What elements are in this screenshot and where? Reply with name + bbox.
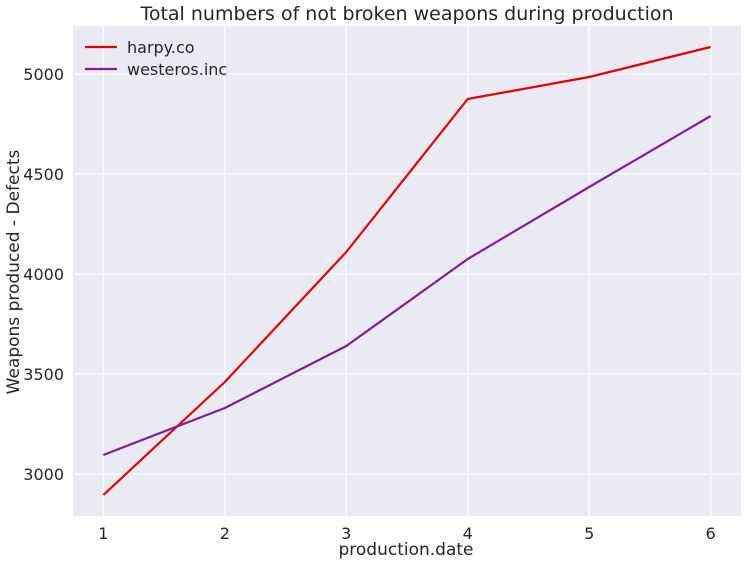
chart-title: Total numbers of not broken weapons duri… xyxy=(139,3,673,25)
legend-label: harpy.co xyxy=(127,38,195,57)
x-tick-label: 6 xyxy=(706,524,716,543)
legend-label: westeros.inc xyxy=(127,60,227,79)
x-axis-label: production.date xyxy=(338,540,473,560)
y-tick-label: 4000 xyxy=(23,265,64,284)
series-lines xyxy=(102,45,712,496)
x-tick-label: 3 xyxy=(341,524,351,543)
series-line-harpy-co xyxy=(102,45,711,496)
y-tick-label: 3000 xyxy=(23,465,64,484)
y-axis-label: Weapons produced - Defects xyxy=(4,150,24,395)
y-tick-label: 3500 xyxy=(23,365,64,384)
grid-lines xyxy=(73,26,741,516)
legend: harpy.co westeros.inc xyxy=(85,38,227,79)
x-tick-label: 1 xyxy=(98,524,108,543)
x-tick-label: 2 xyxy=(220,524,230,543)
series-line-westeros-inc xyxy=(102,115,712,457)
x-tick-label: 5 xyxy=(584,524,594,543)
plot-background xyxy=(73,26,741,516)
y-axis-ticks: 3000 3500 4000 4500 5000 xyxy=(23,65,64,484)
y-tick-label: 5000 xyxy=(23,65,64,84)
y-tick-label: 4500 xyxy=(23,165,64,184)
x-tick-label: 4 xyxy=(463,524,473,543)
x-axis-ticks: 1 2 3 4 5 6 xyxy=(98,524,715,543)
